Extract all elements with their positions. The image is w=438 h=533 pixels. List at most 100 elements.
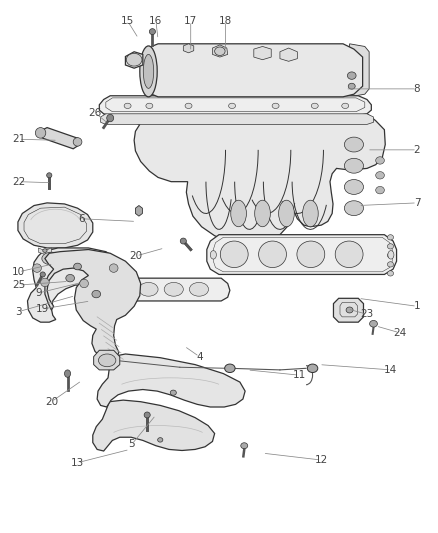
Ellipse shape [170, 390, 177, 395]
Polygon shape [143, 44, 363, 97]
Ellipse shape [158, 438, 163, 442]
Ellipse shape [388, 244, 393, 249]
Ellipse shape [376, 157, 385, 164]
Ellipse shape [220, 241, 248, 268]
Text: 20: 20 [45, 397, 58, 407]
Ellipse shape [348, 83, 355, 89]
Ellipse shape [376, 172, 385, 179]
Ellipse shape [241, 443, 248, 449]
Polygon shape [99, 96, 371, 115]
Ellipse shape [307, 364, 318, 373]
Polygon shape [97, 354, 245, 407]
Ellipse shape [388, 271, 393, 276]
Ellipse shape [139, 282, 158, 296]
Polygon shape [28, 248, 121, 322]
Text: 5: 5 [129, 439, 135, 449]
Ellipse shape [126, 53, 142, 66]
Text: 22: 22 [12, 176, 25, 187]
Text: 18: 18 [219, 16, 232, 26]
Ellipse shape [346, 307, 353, 313]
Ellipse shape [92, 290, 101, 298]
Ellipse shape [124, 103, 131, 109]
Ellipse shape [388, 251, 394, 259]
Ellipse shape [140, 46, 157, 97]
Polygon shape [18, 203, 93, 248]
Text: 26: 26 [88, 108, 102, 118]
Text: 19: 19 [36, 304, 49, 314]
Polygon shape [104, 114, 385, 243]
Ellipse shape [107, 114, 114, 122]
Text: 16: 16 [149, 16, 162, 26]
Text: 8: 8 [414, 84, 420, 94]
Ellipse shape [344, 180, 364, 195]
Ellipse shape [210, 251, 216, 259]
Ellipse shape [311, 103, 318, 109]
Ellipse shape [74, 263, 81, 270]
Ellipse shape [342, 103, 349, 109]
Ellipse shape [99, 354, 116, 367]
Polygon shape [37, 127, 80, 149]
Ellipse shape [344, 158, 364, 173]
Polygon shape [93, 400, 215, 451]
Ellipse shape [40, 272, 46, 277]
Polygon shape [39, 248, 51, 254]
Ellipse shape [388, 262, 393, 267]
Polygon shape [333, 298, 364, 322]
Ellipse shape [258, 241, 286, 268]
Ellipse shape [388, 235, 393, 240]
Ellipse shape [88, 255, 107, 268]
Ellipse shape [43, 249, 47, 253]
Ellipse shape [35, 127, 46, 138]
Polygon shape [45, 249, 141, 359]
Ellipse shape [41, 278, 49, 287]
Text: 3: 3 [15, 306, 22, 317]
Ellipse shape [164, 282, 184, 296]
Ellipse shape [370, 320, 378, 327]
Polygon shape [135, 206, 142, 216]
Ellipse shape [376, 187, 385, 194]
Ellipse shape [388, 253, 393, 258]
Ellipse shape [143, 54, 154, 88]
Polygon shape [94, 350, 120, 370]
Ellipse shape [149, 29, 155, 35]
Text: 23: 23 [360, 309, 374, 319]
Polygon shape [350, 44, 369, 97]
Ellipse shape [110, 264, 118, 272]
Text: 1: 1 [414, 301, 420, 311]
Text: 10: 10 [12, 267, 25, 277]
Ellipse shape [185, 103, 192, 109]
Ellipse shape [335, 241, 363, 268]
Ellipse shape [279, 200, 294, 227]
Ellipse shape [73, 138, 82, 146]
Text: 14: 14 [384, 365, 398, 375]
Ellipse shape [344, 201, 364, 216]
Text: 6: 6 [78, 214, 85, 224]
Ellipse shape [144, 412, 150, 418]
Text: 17: 17 [184, 16, 198, 26]
Ellipse shape [272, 103, 279, 109]
Text: 2: 2 [414, 145, 420, 155]
Text: 11: 11 [293, 370, 306, 380]
Ellipse shape [80, 279, 88, 288]
Ellipse shape [64, 370, 71, 377]
Text: 12: 12 [314, 455, 328, 465]
Polygon shape [184, 44, 194, 53]
Ellipse shape [66, 274, 74, 282]
Ellipse shape [47, 173, 52, 178]
Ellipse shape [297, 241, 325, 268]
Text: 13: 13 [71, 458, 84, 467]
Ellipse shape [65, 252, 84, 265]
Text: 24: 24 [393, 328, 406, 338]
Polygon shape [212, 45, 228, 57]
Ellipse shape [347, 72, 356, 79]
Polygon shape [101, 114, 374, 124]
Ellipse shape [33, 264, 42, 272]
Ellipse shape [189, 282, 208, 296]
Polygon shape [254, 46, 271, 60]
Ellipse shape [180, 238, 186, 244]
Ellipse shape [215, 47, 225, 55]
Text: 7: 7 [414, 198, 420, 208]
Text: 21: 21 [12, 134, 25, 144]
Ellipse shape [303, 200, 318, 227]
Ellipse shape [225, 364, 235, 373]
